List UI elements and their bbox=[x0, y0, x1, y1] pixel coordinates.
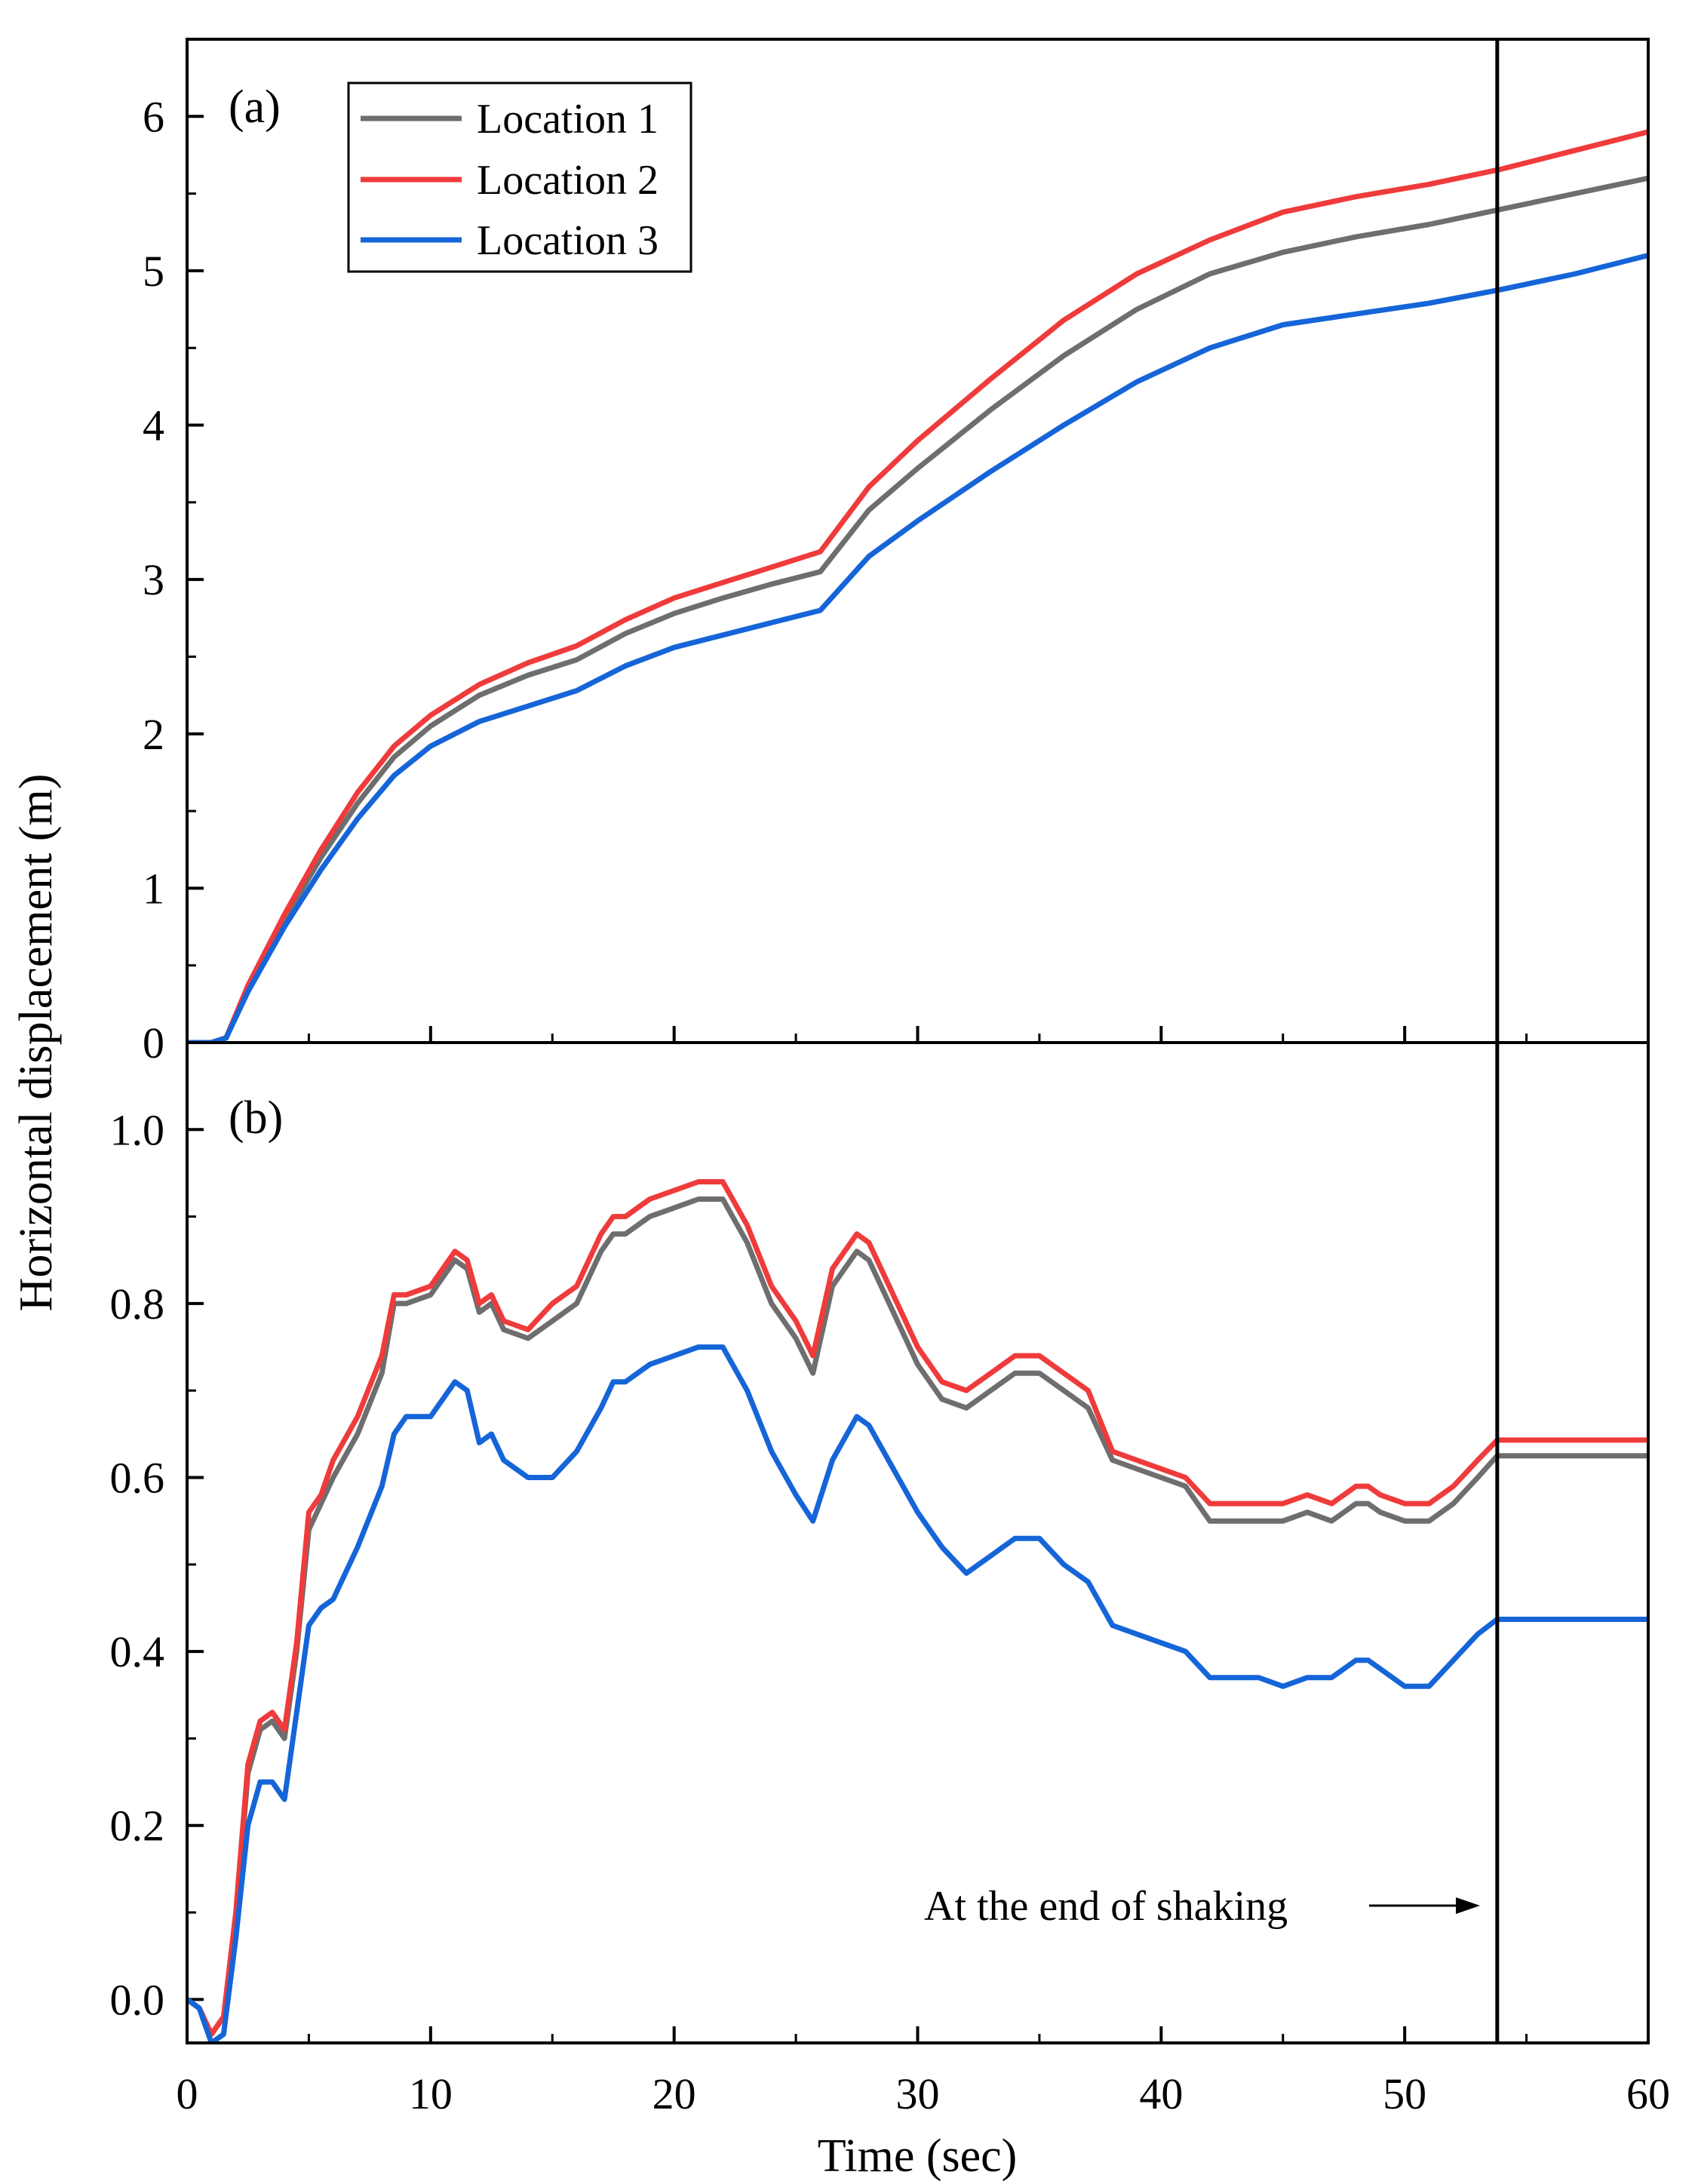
legend: Location 1 Location 2 Location 3 bbox=[347, 81, 692, 273]
panel-a-y-tick-label: 4 bbox=[143, 401, 164, 450]
panel-a-y-tick-label: 2 bbox=[143, 710, 164, 759]
panel-b-y-tick-label: 0.6 bbox=[110, 1454, 165, 1503]
panel-a-y-tick-label: 0 bbox=[143, 1018, 164, 1067]
panel-a-y-tick-label: 3 bbox=[143, 555, 164, 604]
panel-a-series bbox=[187, 129, 1648, 1043]
x-tick-label: 50 bbox=[1383, 2069, 1426, 2118]
panel-b: 0.0 0.2 0.4 0.6 0.8 1.0 (b) At the end of sha… bbox=[110, 1041, 1650, 2044]
legend-label-location-3: Location 3 bbox=[477, 217, 659, 264]
panel-b-series-location-1 bbox=[187, 1196, 1648, 2037]
x-tick-labels: 0 10 20 30 40 50 60 bbox=[177, 2069, 1671, 2118]
panel-a-label: (a) bbox=[229, 81, 281, 133]
panel-b-y-tick-label: 0.4 bbox=[110, 1627, 165, 1676]
panel-b-series-location-3 bbox=[187, 1344, 1648, 2043]
panel-a-y-tick-label: 5 bbox=[143, 247, 164, 296]
shaking-end-annotation: At the end of shaking bbox=[924, 1883, 1288, 1930]
legend-label-location-2: Location 2 bbox=[477, 157, 659, 204]
legend-label-location-1: Location 1 bbox=[477, 96, 659, 143]
panel-a-ticks: 0 1 2 3 4 5 6 bbox=[143, 92, 1650, 1067]
panel-a-series-location-2 bbox=[187, 129, 1648, 1043]
x-axis-title: Time (sec) bbox=[818, 2130, 1018, 2182]
x-tick-label: 20 bbox=[652, 2069, 696, 2118]
x-tick-label: 60 bbox=[1626, 2069, 1670, 2118]
panel-a-series-location-1 bbox=[187, 175, 1648, 1043]
panel-b-y-tick-label: 0.0 bbox=[110, 1975, 165, 2024]
panel-b-series-location-2 bbox=[187, 1179, 1648, 2037]
panel-b-label: (b) bbox=[229, 1092, 283, 1144]
panel-a-y-tick-label: 1 bbox=[143, 864, 164, 913]
y-axis-title: Horizontal displacement (m) bbox=[11, 774, 62, 1312]
annotation-arrowhead bbox=[1456, 1897, 1480, 1914]
x-tick-label: 10 bbox=[409, 2069, 453, 2118]
panel-a: 0 1 2 3 4 5 6 (a) Location 1 Location 2 Locati… bbox=[143, 38, 1650, 1067]
x-tick-label: 40 bbox=[1139, 2069, 1183, 2118]
panel-b-y-tick-label: 1.0 bbox=[110, 1105, 165, 1154]
x-tick-label: 0 bbox=[177, 2069, 198, 2118]
x-tick-label: 30 bbox=[896, 2069, 940, 2118]
panel-b-series bbox=[187, 1179, 1648, 2043]
panel-b-frame bbox=[186, 1041, 1650, 2044]
panel-b-y-tick-label: 0.8 bbox=[110, 1279, 165, 1329]
panel-a-series-location-3 bbox=[187, 253, 1648, 1043]
panel-b-y-tick-label: 0.2 bbox=[110, 1802, 165, 1851]
panel-a-y-tick-label: 6 bbox=[143, 92, 164, 141]
